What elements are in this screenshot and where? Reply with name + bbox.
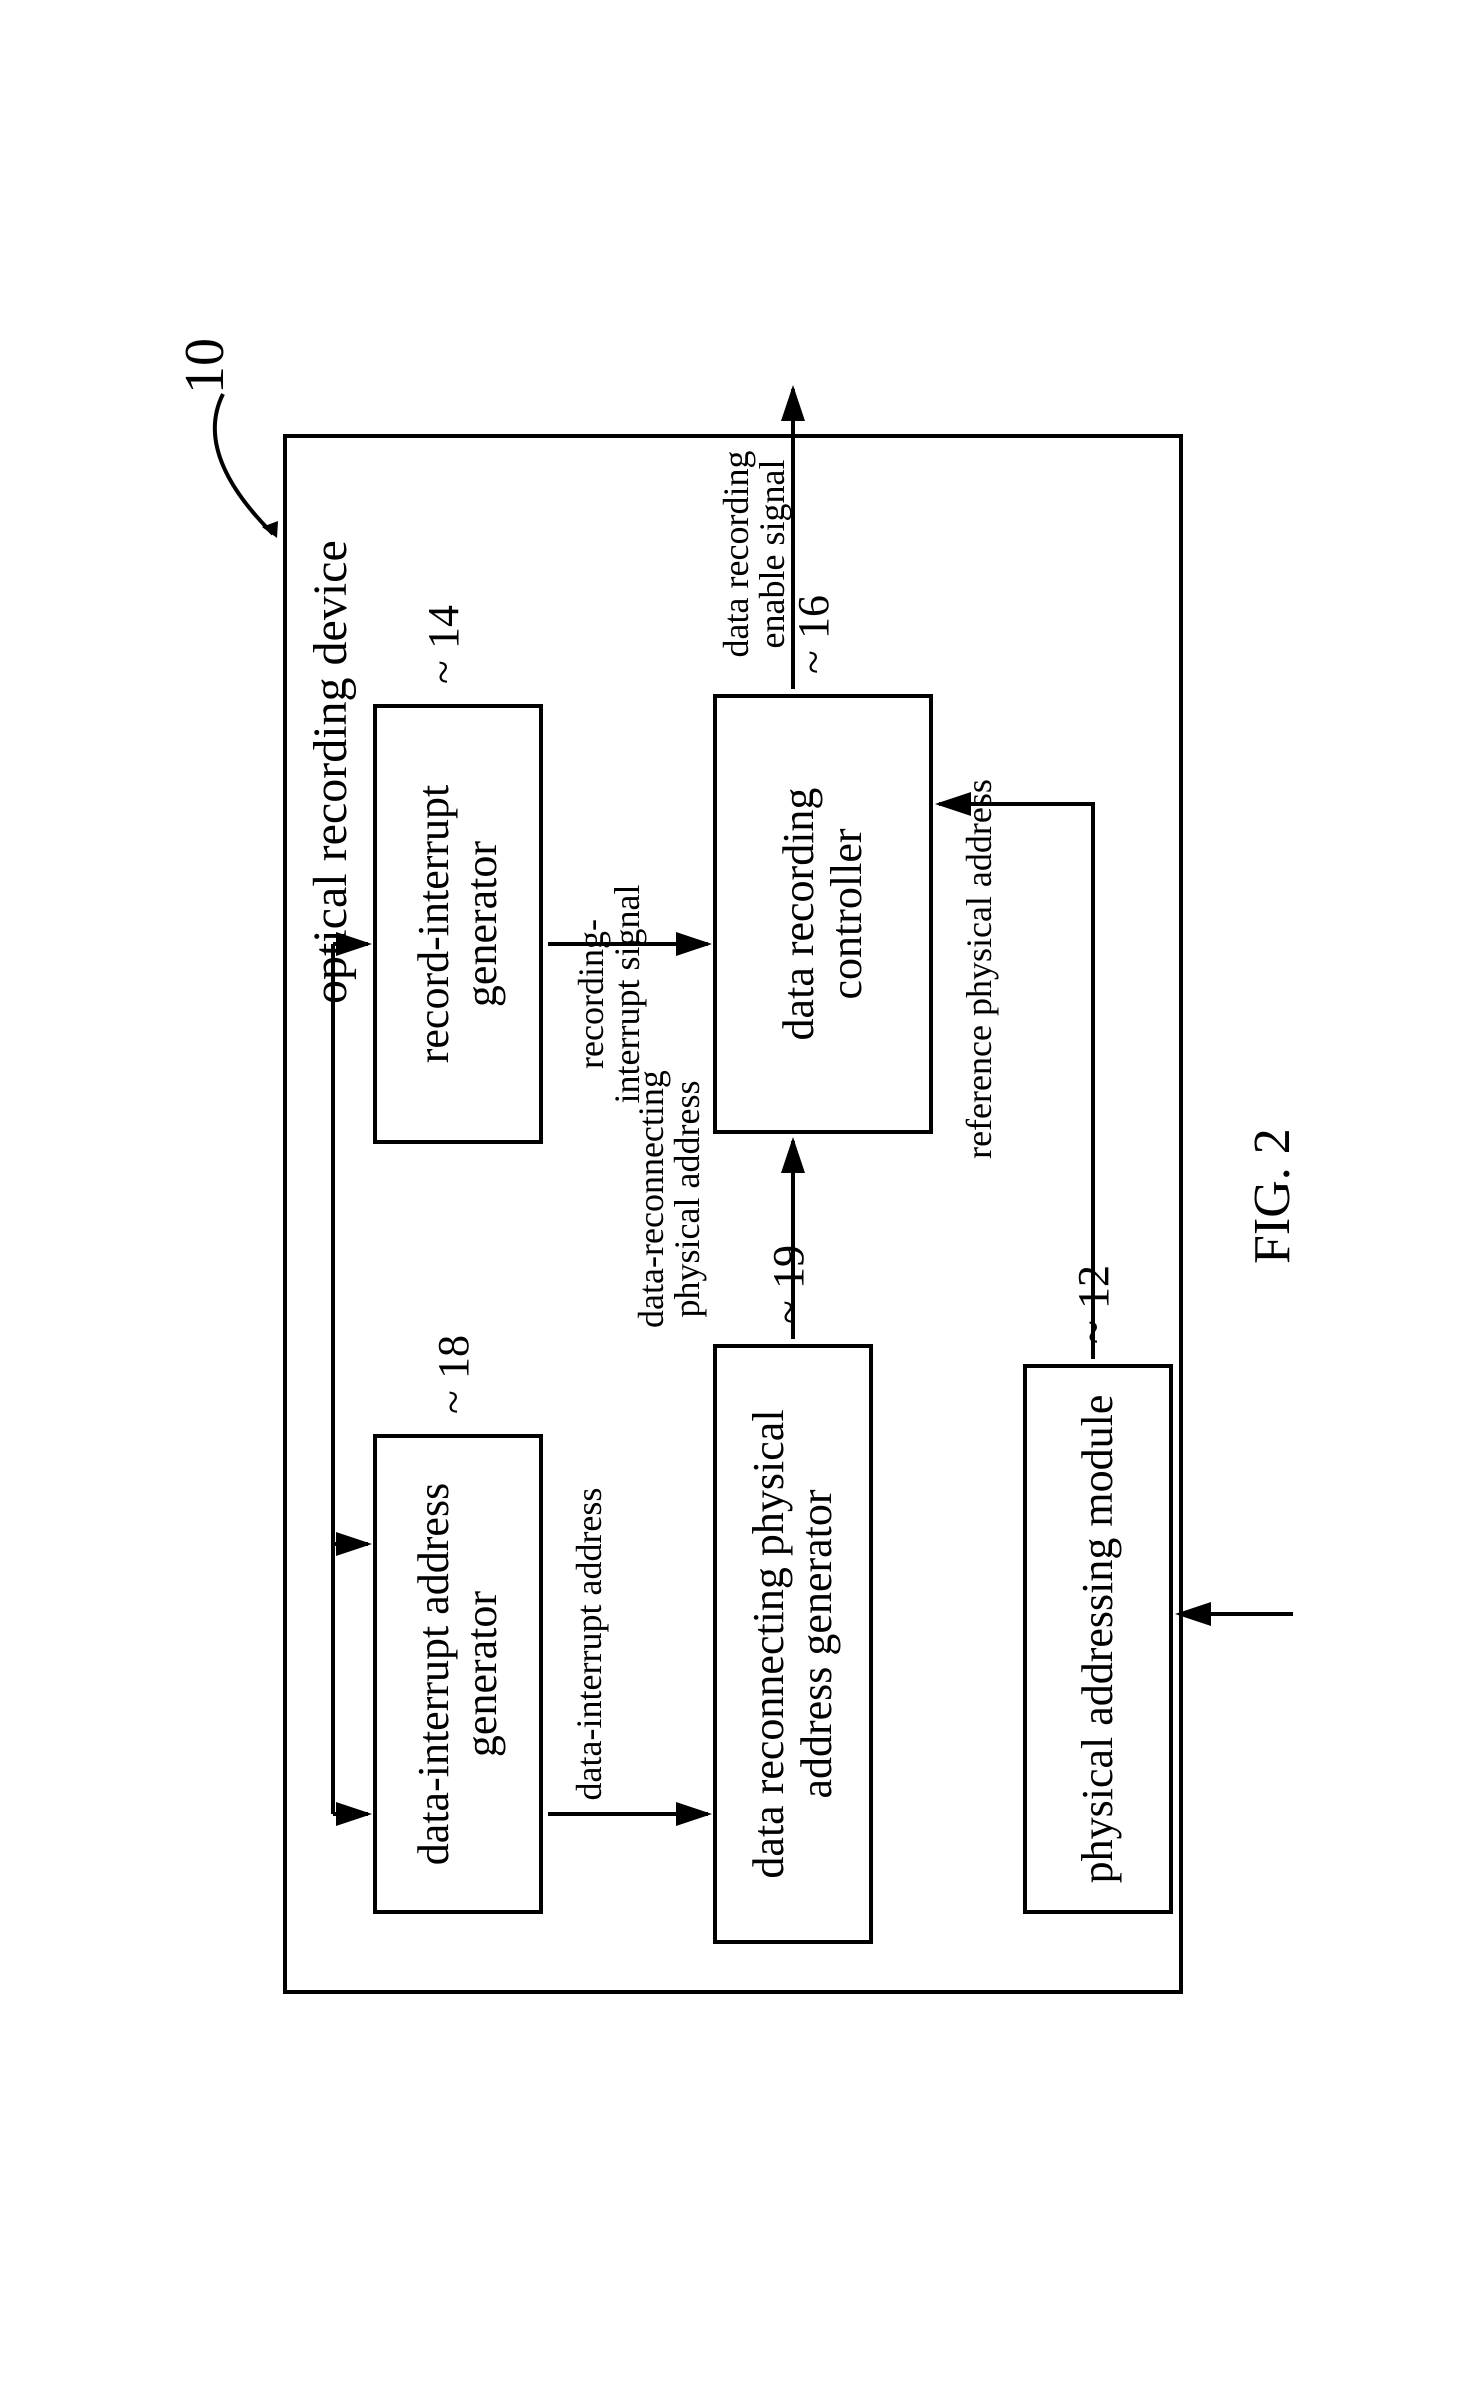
ref-tilde: ~ (428, 1390, 479, 1414)
block-data-interrupt-generator: data-interrupt address generator (373, 1434, 543, 1914)
figure-caption: FIG. 2 (1243, 1128, 1302, 1264)
ref-tilde: ~ (1068, 1320, 1119, 1344)
edge-label-data-recording-enable: data recording enable signal (718, 429, 790, 679)
pointer-ref-10: 10 (173, 338, 237, 394)
edge-label-data-interrupt-address: data-interrupt address (571, 1444, 607, 1844)
block-data-recording-controller: data recording controller (713, 694, 933, 1134)
ref-tilde: ~ (418, 660, 469, 684)
ref-tilde: ~ (788, 650, 839, 674)
block-label: record-interrupt generator (410, 718, 507, 1130)
diagram-wrapper: data-interrupt address generator record-… (133, 294, 1333, 2094)
ref-tilde: ~ (763, 1300, 814, 1324)
edge-label-reference-physical-address: reference physical address (961, 744, 997, 1194)
ref-number-19: 19 (763, 1245, 814, 1289)
block-physical-addressing-module: physical addressing module (1023, 1364, 1173, 1914)
block-record-interrupt-generator: record-interrupt generator (373, 704, 543, 1144)
block-label: data recording controller (775, 708, 872, 1120)
block-label: physical addressing module (1074, 1395, 1122, 1884)
block-label: data-interrupt address generator (410, 1448, 507, 1900)
edge-label-data-reconnecting-address: data-reconnecting physical address (633, 1049, 705, 1349)
ref-number-18: 18 (428, 1335, 479, 1379)
block-label: data reconnecting physical address gener… (745, 1358, 842, 1930)
device-title: optical recording device (303, 540, 358, 1004)
ref-number-16: 16 (788, 595, 839, 639)
ref-number-14: 14 (418, 605, 469, 649)
ref-number-12: 12 (1068, 1265, 1119, 1309)
block-data-reconnecting-generator: data reconnecting physical address gener… (713, 1344, 873, 1944)
